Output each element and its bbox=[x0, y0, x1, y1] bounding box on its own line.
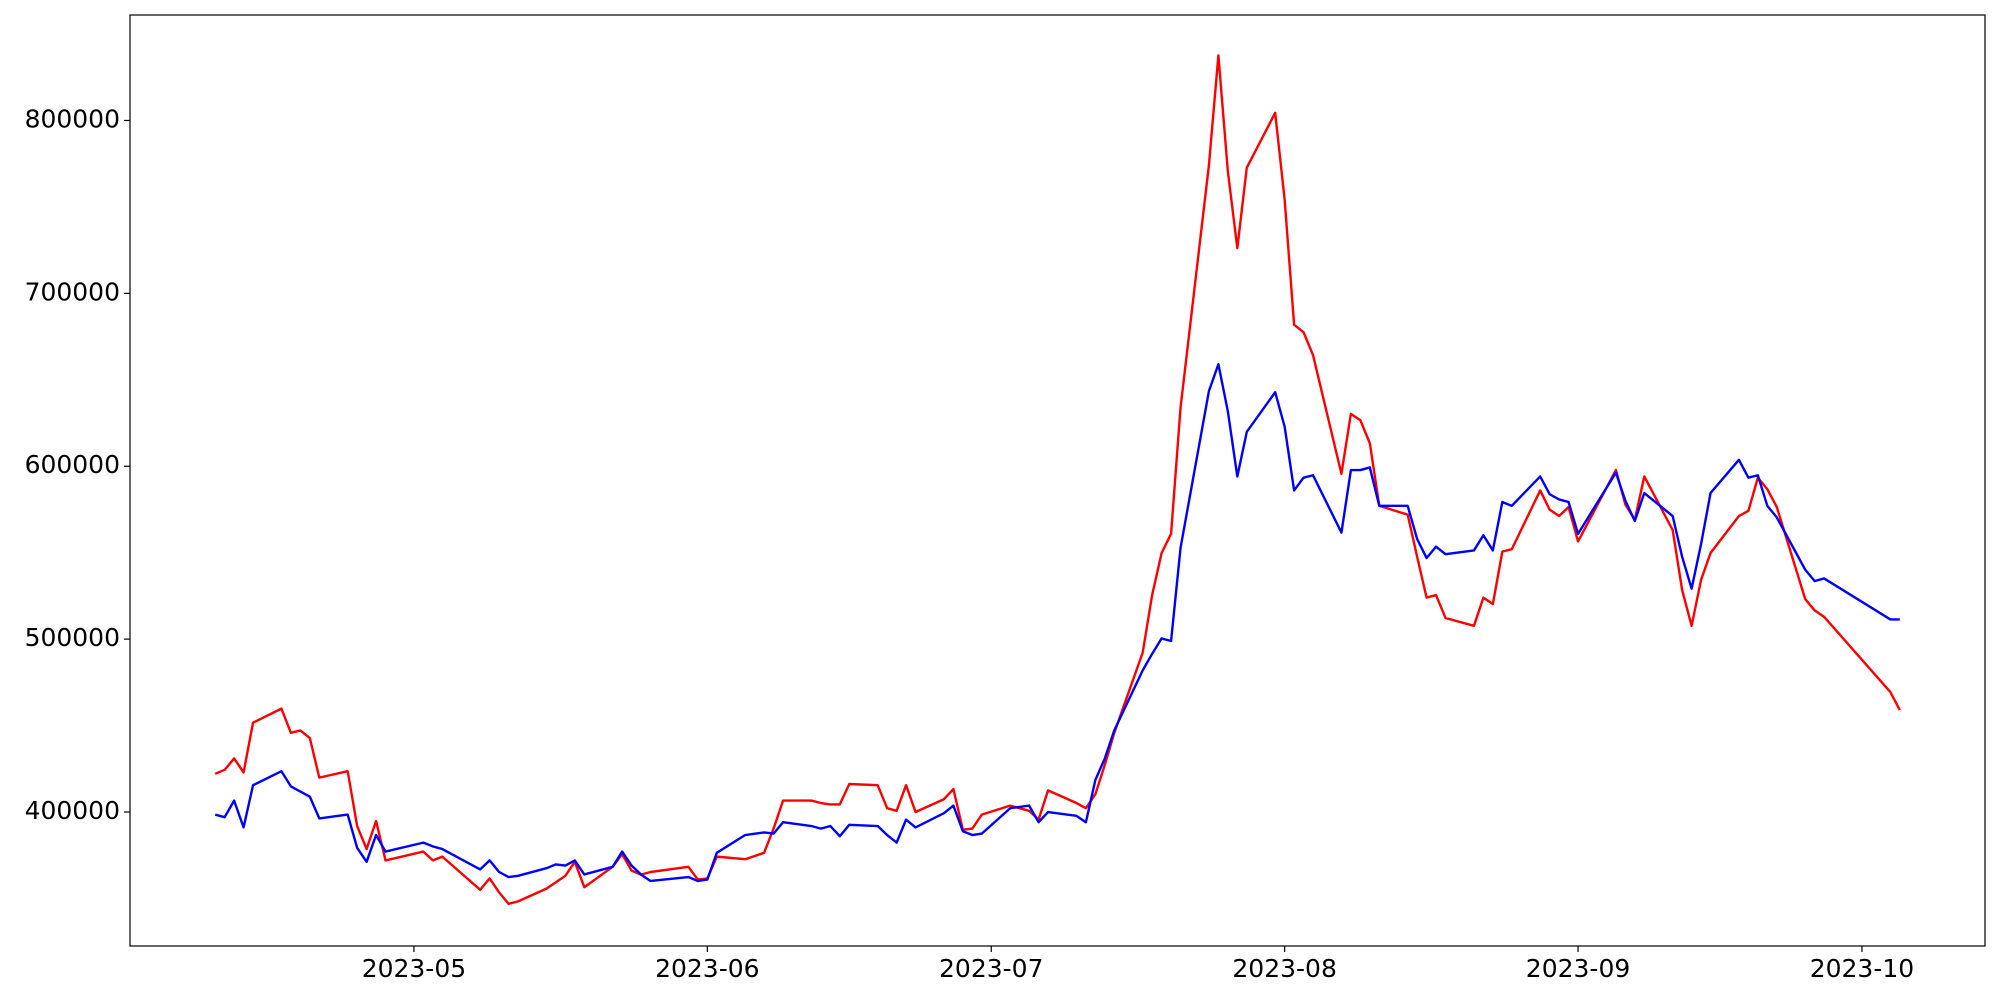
x-tick-label: 2023-09 bbox=[1526, 954, 1630, 983]
plot-frame bbox=[129, 14, 1986, 947]
y-tick-label: 600000 bbox=[25, 450, 120, 479]
x-tick-label: 2023-06 bbox=[655, 954, 759, 983]
x-tick-label: 2023-07 bbox=[939, 954, 1043, 983]
y-tick-label: 700000 bbox=[25, 277, 120, 306]
y-tick-label: 800000 bbox=[25, 104, 120, 133]
series-line bbox=[214, 54, 1901, 906]
y-tick-label: 500000 bbox=[25, 623, 120, 652]
series-line bbox=[214, 363, 1900, 883]
y-tick-label: 400000 bbox=[25, 796, 120, 825]
x-tick-label: 2023-10 bbox=[1810, 954, 1914, 983]
x-tick-label: 2023-08 bbox=[1232, 954, 1336, 983]
x-tick-label: 2023-05 bbox=[362, 954, 466, 983]
